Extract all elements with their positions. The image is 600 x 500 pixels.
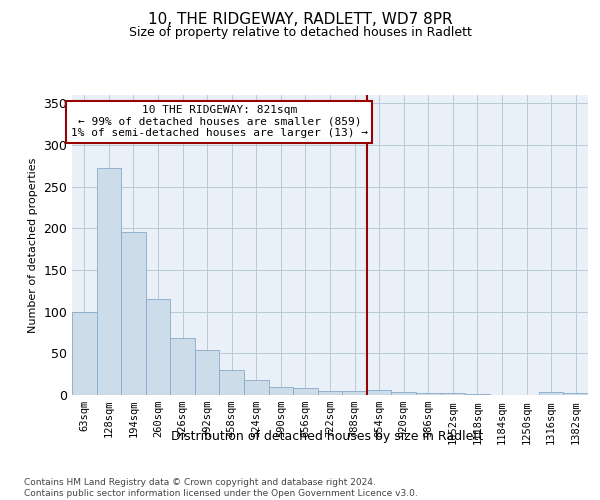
Text: Contains HM Land Registry data © Crown copyright and database right 2024.
Contai: Contains HM Land Registry data © Crown c… xyxy=(24,478,418,498)
Y-axis label: Number of detached properties: Number of detached properties xyxy=(28,158,38,332)
Bar xyxy=(269,386,293,395)
Text: Size of property relative to detached houses in Radlett: Size of property relative to detached ho… xyxy=(128,26,472,39)
Text: 10, THE RIDGEWAY, RADLETT, WD7 8PR: 10, THE RIDGEWAY, RADLETT, WD7 8PR xyxy=(148,12,452,28)
Bar xyxy=(367,390,391,395)
Bar xyxy=(391,392,416,395)
Bar xyxy=(72,312,97,395)
Bar xyxy=(342,391,367,395)
Bar xyxy=(220,370,244,395)
Bar xyxy=(97,168,121,395)
Bar xyxy=(121,232,146,395)
Bar xyxy=(539,392,563,395)
Bar xyxy=(465,394,490,395)
Bar xyxy=(318,391,342,395)
Bar xyxy=(170,338,195,395)
Bar xyxy=(195,350,220,395)
Bar xyxy=(563,392,588,395)
Text: 10 THE RIDGEWAY: 821sqm
← 99% of detached houses are smaller (859)
1% of semi-de: 10 THE RIDGEWAY: 821sqm ← 99% of detache… xyxy=(71,105,368,138)
Bar xyxy=(244,380,269,395)
Bar xyxy=(416,394,440,395)
Text: Distribution of detached houses by size in Radlett: Distribution of detached houses by size … xyxy=(171,430,483,443)
Bar xyxy=(146,299,170,395)
Bar xyxy=(440,392,465,395)
Bar xyxy=(293,388,318,395)
